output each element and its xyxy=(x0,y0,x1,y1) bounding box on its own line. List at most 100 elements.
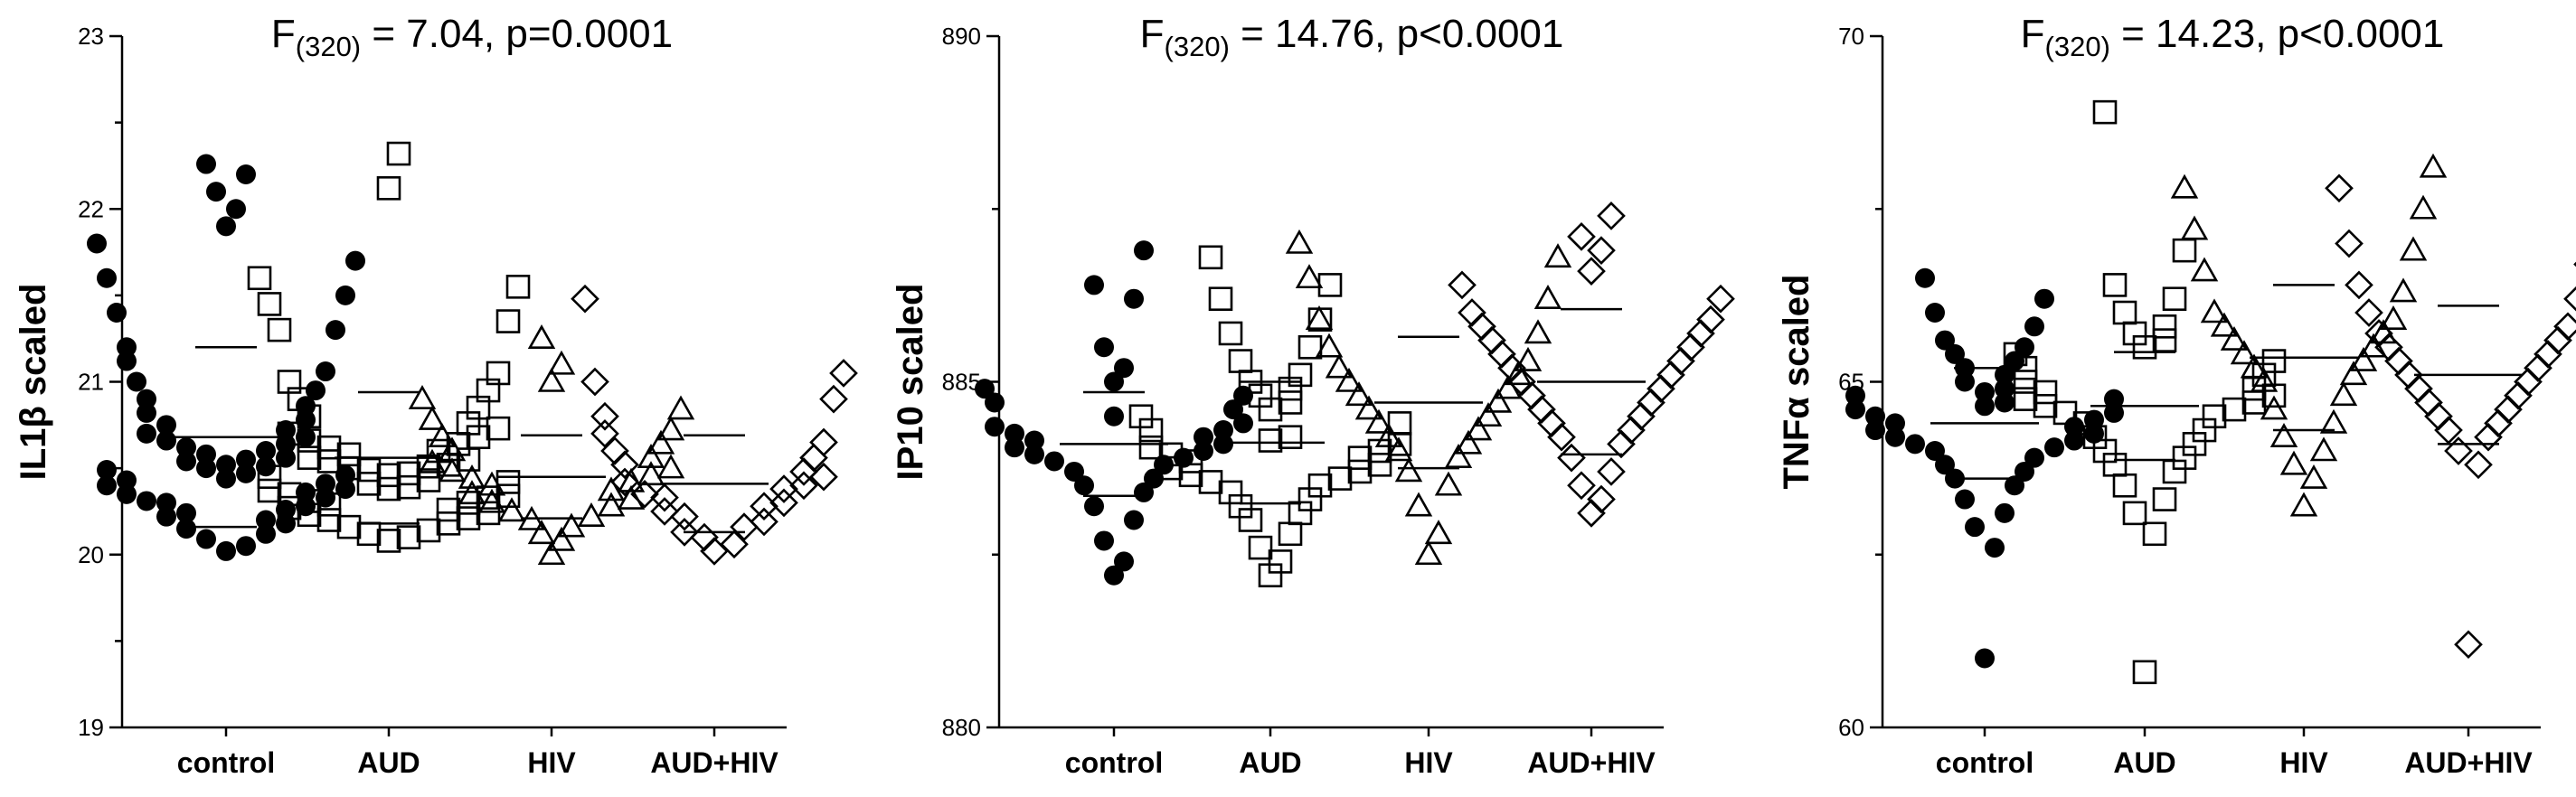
data-point xyxy=(2104,402,2124,423)
data-point xyxy=(1567,222,1596,251)
data-point xyxy=(646,429,675,455)
data-point xyxy=(1198,470,1223,494)
data-point xyxy=(2102,273,2128,297)
x-tick-label: AUD xyxy=(2113,746,2175,779)
data-point xyxy=(2543,325,2572,355)
panel-title: F(320) = 14.23, p<0.0001 xyxy=(2021,12,2445,62)
data-point xyxy=(2563,286,2576,312)
data-point xyxy=(1354,395,1383,420)
y-axis-label: TNFα scaled xyxy=(1777,275,1816,490)
data-point xyxy=(226,199,246,220)
data-point xyxy=(176,437,196,458)
data-point xyxy=(2504,380,2533,410)
data-point xyxy=(2015,461,2034,482)
data-point xyxy=(156,430,176,451)
data-point xyxy=(1543,243,1572,268)
y-tick-label: 21 xyxy=(78,369,104,396)
data-point xyxy=(438,436,467,462)
data-point xyxy=(97,460,117,481)
data-point xyxy=(486,361,511,386)
title-prefix: F xyxy=(271,12,296,56)
data-point xyxy=(720,530,749,559)
data-point xyxy=(1124,288,1144,309)
data-point xyxy=(1845,399,1865,420)
data-point xyxy=(345,250,365,271)
data-point xyxy=(789,471,818,501)
data-point xyxy=(476,501,501,526)
title-prefix: F xyxy=(1140,12,1165,56)
data-point xyxy=(196,529,216,549)
data-point xyxy=(769,488,798,518)
data-point xyxy=(236,164,256,184)
data-point xyxy=(2384,346,2413,376)
data-point xyxy=(547,350,576,375)
data-point xyxy=(1305,305,1334,330)
data-point xyxy=(630,479,659,509)
y-tick-label: 890 xyxy=(942,23,981,50)
data-point xyxy=(1567,471,1596,501)
data-point xyxy=(829,359,858,388)
data-point xyxy=(1064,461,1084,482)
data-point xyxy=(600,436,629,465)
data-point xyxy=(985,417,1005,437)
data-point xyxy=(590,401,619,431)
chart-panel-2: F(320) = 14.76, p<0.0001 IP10 scaled 880 88… xyxy=(891,12,1735,779)
data-point xyxy=(1278,521,1303,547)
data-point xyxy=(196,154,216,174)
data-point xyxy=(236,463,256,483)
data-point xyxy=(1454,429,1483,455)
data-point xyxy=(1317,273,1343,297)
data-point xyxy=(1424,520,1453,545)
data-point xyxy=(1364,408,1393,434)
data-point xyxy=(666,395,695,420)
data-point xyxy=(2202,404,2227,429)
data-point xyxy=(456,506,481,530)
data-point xyxy=(2180,215,2209,240)
data-point xyxy=(1297,334,1323,360)
data-point xyxy=(505,275,531,299)
data-point xyxy=(216,216,236,237)
data-point xyxy=(2024,447,2044,468)
data-point xyxy=(2162,286,2187,312)
data-point xyxy=(277,482,302,507)
y-axis-label: IL1β scaled xyxy=(14,284,53,481)
data-point xyxy=(2222,397,2247,422)
data-point xyxy=(2210,312,2239,337)
data-point xyxy=(1686,319,1715,348)
series-AUD xyxy=(2003,99,2287,685)
data-point xyxy=(1458,298,1486,327)
data-point xyxy=(2289,492,2318,517)
data-point xyxy=(1278,425,1303,450)
data-point xyxy=(356,521,382,547)
data-point xyxy=(1114,358,1134,379)
data-point xyxy=(1995,392,2015,413)
data-point xyxy=(316,474,335,494)
data-point xyxy=(477,488,506,513)
data-point xyxy=(335,285,355,305)
data-point xyxy=(2484,408,2513,438)
data-point xyxy=(1975,648,1995,669)
title-prefix: F xyxy=(2021,12,2045,56)
x-tick-label: HIV xyxy=(527,746,576,779)
data-point xyxy=(2260,395,2288,420)
data-point xyxy=(557,512,586,538)
data-point xyxy=(1885,413,1905,434)
data-point xyxy=(206,182,226,202)
data-point xyxy=(418,448,447,474)
data-point xyxy=(1394,457,1423,483)
data-point xyxy=(1134,482,1154,502)
data-point xyxy=(2474,422,2503,452)
data-point xyxy=(1347,445,1373,470)
data-point xyxy=(2444,436,2473,465)
data-point xyxy=(1656,361,1685,389)
data-point xyxy=(670,502,699,531)
data-point xyxy=(2112,473,2137,498)
data-point xyxy=(495,309,521,333)
data-point xyxy=(2122,501,2147,526)
data-point xyxy=(2084,409,2104,430)
data-point xyxy=(1414,540,1443,566)
data-point xyxy=(650,497,679,526)
data-point xyxy=(476,485,501,510)
data-point xyxy=(216,468,236,489)
series-AUD xyxy=(247,141,531,553)
